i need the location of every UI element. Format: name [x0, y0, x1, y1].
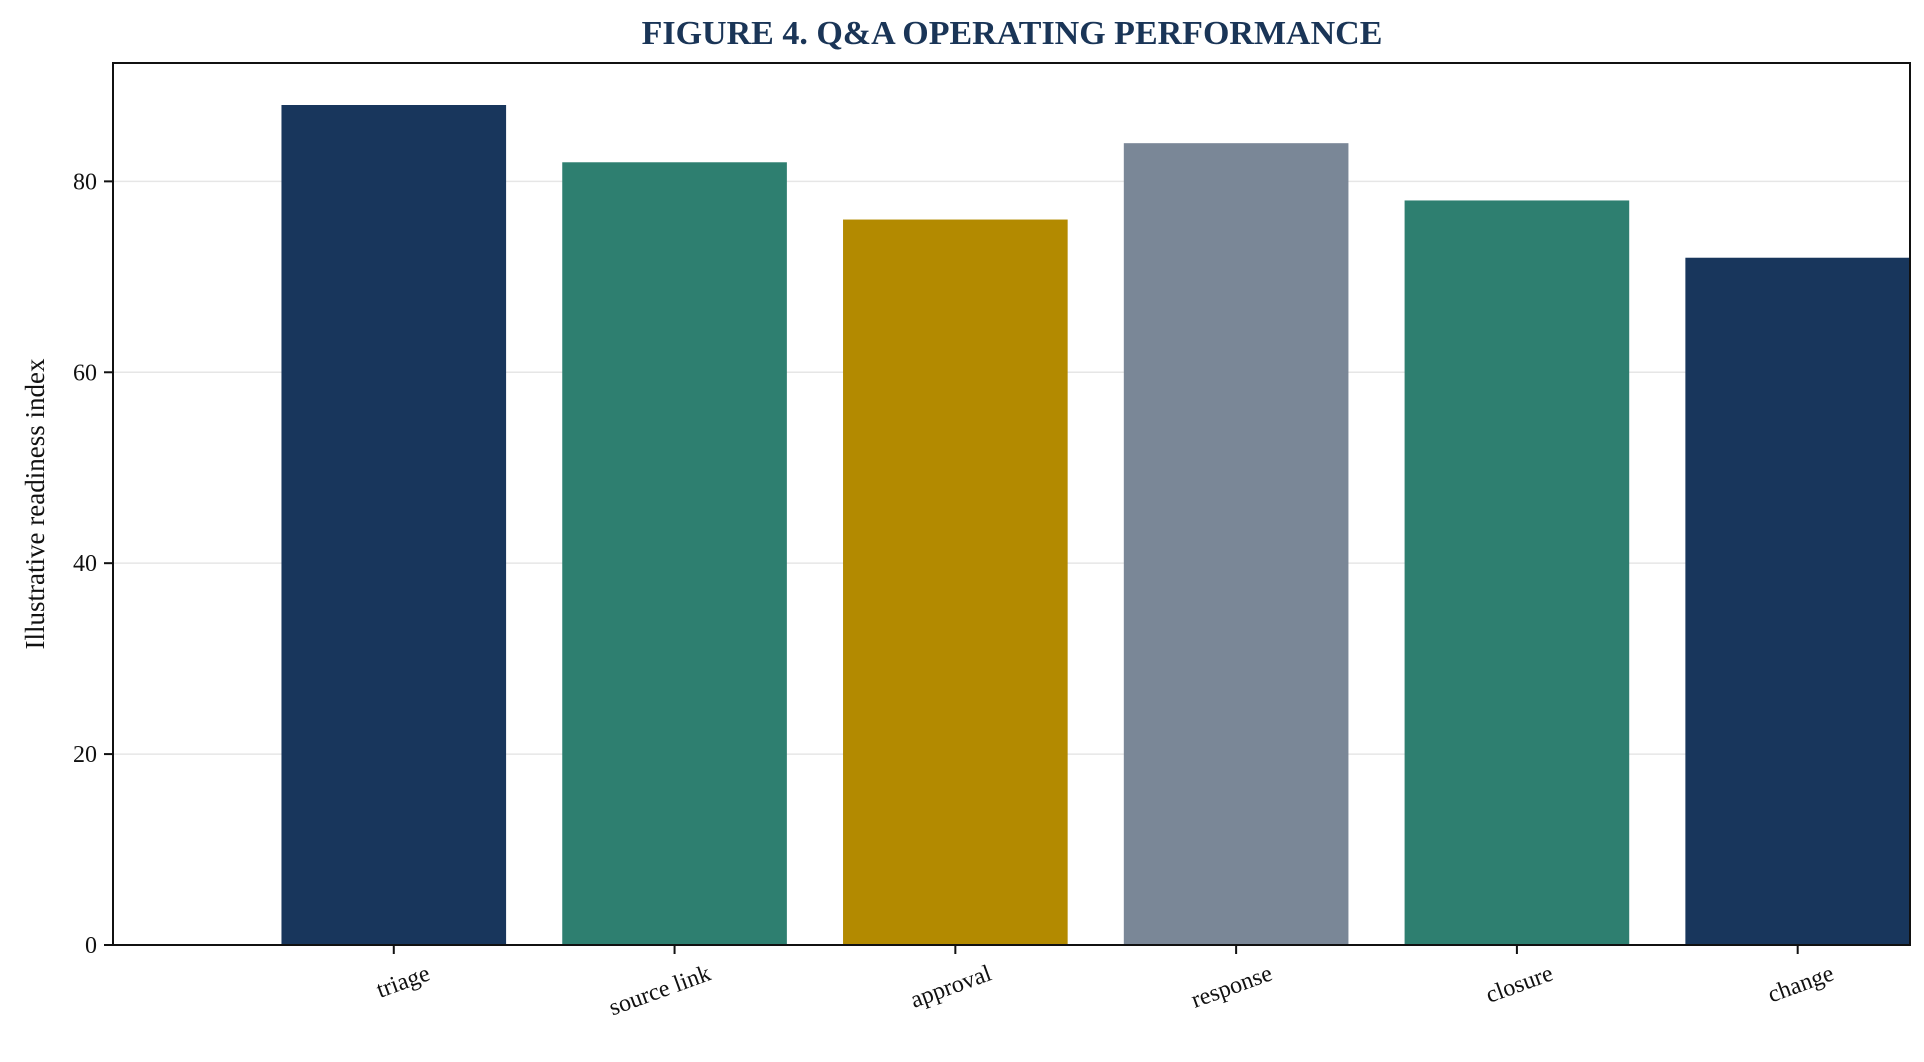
- x-axis-ticks: triage source link approval response closure…: [373, 945, 1837, 1021]
- y-axis-ticks: 0 20 40 60 80: [73, 169, 113, 959]
- y-tick-label: 0: [85, 933, 97, 959]
- y-tick-label: 20: [73, 742, 97, 768]
- y-tick-label: 40: [73, 551, 97, 577]
- x-tick-label: closure: [1483, 961, 1557, 1009]
- x-tick-label: change: [1765, 961, 1838, 1009]
- bar-response: [1123, 143, 1349, 945]
- plot-frame: [112, 62, 1911, 946]
- bar-change: [1685, 257, 1910, 945]
- x-tick-label: response: [1188, 961, 1276, 1014]
- y-axis-label: Illustrative readiness index: [20, 358, 50, 649]
- x-tick-label: triage: [373, 961, 433, 1004]
- bar-approval: [843, 219, 1068, 945]
- x-tick-label: source link: [606, 961, 714, 1022]
- bar-source-link: [562, 162, 787, 946]
- bar-triage: [281, 105, 507, 945]
- bar-closure: [1404, 200, 1630, 946]
- bars: [281, 105, 1910, 946]
- y-tick-label: 60: [73, 360, 97, 386]
- chart-title: FIGURE 4. Q&A OPERATING PERFORMANCE: [642, 15, 1383, 52]
- x-tick-label: approval: [907, 960, 995, 1013]
- y-tick-label: 80: [73, 169, 97, 195]
